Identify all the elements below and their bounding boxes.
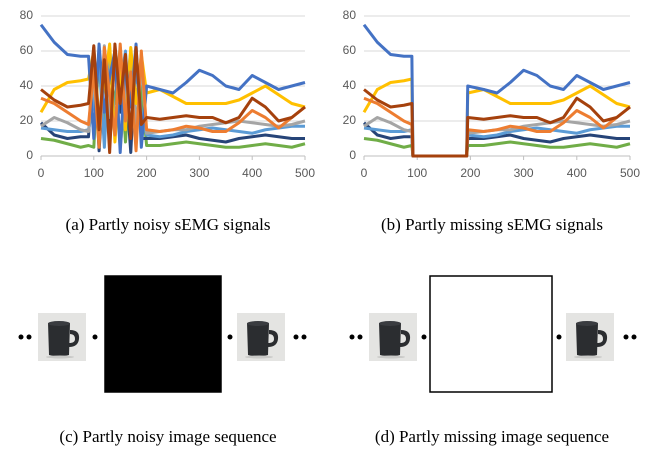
x-tick-label: 500 (620, 166, 640, 180)
x-tick-label: 200 (460, 166, 480, 180)
dot (421, 334, 427, 340)
series-line (40, 42, 306, 154)
x-tick-label: 300 (514, 166, 534, 180)
series-line (363, 137, 631, 158)
series-line (363, 96, 631, 158)
series-line (39, 23, 306, 154)
x-tick-label: 400 (242, 166, 262, 180)
dot (293, 334, 299, 340)
series-line (362, 77, 631, 158)
series-line (363, 88, 631, 158)
y-tick-label: 40 (20, 78, 34, 92)
y-tick-label: 20 (343, 113, 357, 127)
chart: 0 20 40 60 80 0 100 200 300 400 500 (a) Partly nois… (20, 8, 316, 234)
mug-image (38, 313, 86, 361)
x-tick-label: 0 (38, 166, 45, 180)
chart: 0 20 40 60 80 0 100 200 300 400 500 (b) Partly miss… (343, 8, 641, 234)
caption: (d) Partly missing image sequence (375, 427, 609, 446)
missing-image (429, 275, 553, 393)
dot (349, 334, 355, 340)
y-tick-label: 80 (20, 8, 34, 22)
dot (227, 334, 233, 340)
panel-c: (c) Partly noisy image sequence (18, 275, 307, 446)
noise-frame (104, 275, 222, 393)
dot (92, 334, 98, 340)
dot (357, 334, 363, 340)
series-line (363, 116, 631, 158)
dot (556, 334, 562, 340)
x-tick-label: 200 (137, 166, 157, 180)
y-tick-label: 80 (343, 8, 357, 22)
y-tick-label: 20 (20, 113, 34, 127)
x-tick-label: 100 (407, 166, 427, 180)
mug-image (369, 313, 417, 361)
y-tick-label: 40 (343, 78, 357, 92)
x-tick-label: 300 (189, 166, 209, 180)
x-tick-label: 500 (295, 166, 315, 180)
y-tick-label: 0 (26, 148, 33, 162)
panel-d: (d) Partly missing image sequence (349, 275, 637, 446)
dot (623, 334, 629, 340)
y-tick-label: 0 (349, 148, 356, 162)
noise-image (104, 275, 222, 393)
mug-image (566, 313, 614, 361)
series-line (39, 46, 305, 154)
caption: (c) Partly noisy image sequence (59, 427, 276, 446)
dot (26, 334, 32, 340)
x-tick-label: 400 (567, 166, 587, 180)
caption: (b) Partly missing sEMG signals (381, 215, 603, 234)
y-tick-label: 60 (343, 43, 357, 57)
series-line (362, 23, 631, 158)
caption: (a) Partly noisy sEMG signals (66, 215, 271, 234)
mug-image (237, 313, 285, 361)
y-tick-label: 60 (20, 43, 34, 57)
dot (18, 334, 24, 340)
x-tick-label: 0 (361, 166, 368, 180)
series-line (362, 121, 630, 158)
dot (301, 334, 307, 340)
dot (631, 334, 637, 340)
x-tick-label: 100 (84, 166, 104, 180)
